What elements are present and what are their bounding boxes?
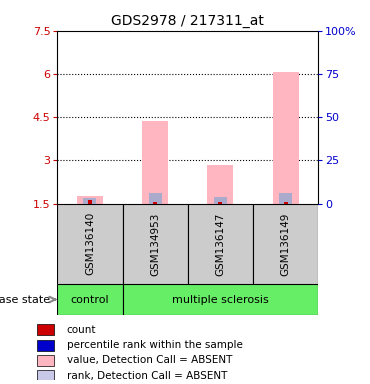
Bar (153, 202, 157, 204)
Bar (218, 202, 222, 204)
Bar (279, 193, 292, 204)
Text: GSM136149: GSM136149 (280, 212, 290, 276)
Text: count: count (67, 325, 96, 335)
Text: value, Detection Call = ABSENT: value, Detection Call = ABSENT (67, 356, 232, 366)
Bar (37, 355, 54, 366)
Bar (253, 204, 318, 284)
Bar (77, 196, 103, 204)
Bar (273, 73, 299, 204)
Bar (37, 324, 54, 335)
Text: GSM136147: GSM136147 (215, 212, 225, 276)
Text: GSM136140: GSM136140 (85, 212, 95, 275)
Bar (214, 197, 227, 204)
Bar (207, 165, 233, 204)
Text: rank, Detection Call = ABSENT: rank, Detection Call = ABSENT (67, 371, 227, 381)
Bar (37, 339, 54, 351)
Bar (122, 204, 188, 284)
Text: multiple sclerosis: multiple sclerosis (172, 295, 269, 305)
Bar (57, 284, 122, 315)
Text: control: control (71, 295, 109, 305)
Bar (149, 193, 162, 204)
Bar (188, 204, 253, 284)
Text: GSM134953: GSM134953 (150, 212, 160, 276)
Bar (84, 199, 97, 204)
Bar (88, 200, 92, 204)
Bar (37, 370, 54, 381)
Text: percentile rank within the sample: percentile rank within the sample (67, 340, 242, 350)
Title: GDS2978 / 217311_at: GDS2978 / 217311_at (111, 14, 264, 28)
Bar (142, 121, 168, 204)
Bar (284, 202, 287, 204)
Bar (122, 284, 318, 315)
Text: disease state: disease state (0, 295, 50, 305)
Bar (57, 204, 122, 284)
